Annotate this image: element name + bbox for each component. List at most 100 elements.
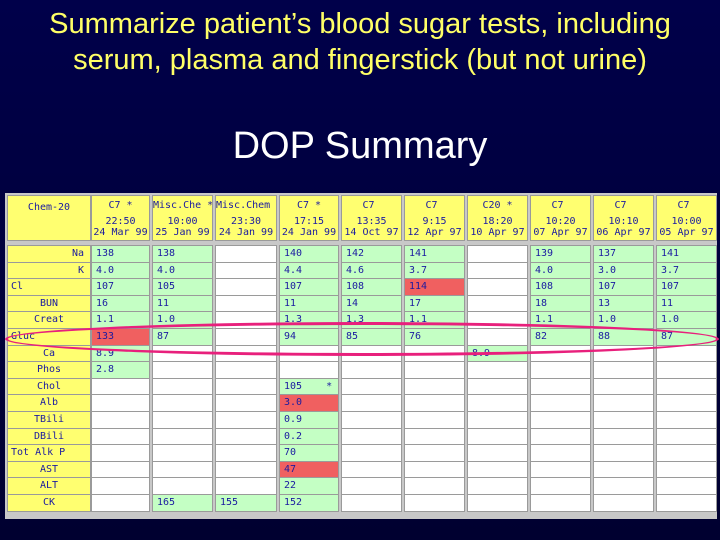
result-cell[interactable]: 107 (279, 278, 339, 296)
result-cell[interactable] (593, 394, 654, 412)
column-header[interactable]: C7 13:35 14 Oct 97 (341, 195, 402, 241)
result-cell[interactable] (467, 477, 528, 495)
result-cell[interactable]: 155 (215, 494, 277, 512)
result-cell[interactable]: 87 (656, 328, 717, 346)
column-header[interactable]: C7 10:10 06 Apr 97 (593, 195, 654, 241)
result-cell[interactable] (91, 477, 150, 495)
result-cell[interactable]: 3.0 (279, 394, 339, 412)
result-cell[interactable] (656, 394, 717, 412)
column-header[interactable]: Misc.Che * 10:00 25 Jan 99 (152, 195, 213, 241)
result-cell[interactable] (341, 394, 402, 412)
result-cell[interactable] (215, 278, 277, 296)
result-cell[interactable]: 22 (279, 477, 339, 495)
result-cell[interactable]: 2.8 (91, 361, 150, 379)
result-cell[interactable] (341, 444, 402, 462)
result-cell[interactable] (656, 477, 717, 495)
result-cell[interactable]: 1.3 (341, 311, 402, 329)
result-cell[interactable] (215, 411, 277, 429)
result-cell[interactable] (593, 494, 654, 512)
result-cell[interactable]: 76 (404, 328, 465, 346)
result-cell[interactable] (656, 494, 717, 512)
result-cell[interactable] (152, 477, 213, 495)
result-cell[interactable] (593, 361, 654, 379)
result-cell[interactable]: 141 (656, 245, 717, 263)
result-cell[interactable]: 0.9 (279, 411, 339, 429)
result-cell[interactable] (530, 444, 591, 462)
result-cell[interactable] (593, 444, 654, 462)
result-cell[interactable] (530, 394, 591, 412)
result-cell[interactable] (215, 328, 277, 346)
result-cell[interactable] (279, 361, 339, 379)
result-cell[interactable] (404, 444, 465, 462)
result-cell[interactable]: 107 (91, 278, 150, 296)
result-cell[interactable] (593, 411, 654, 429)
result-cell[interactable] (152, 361, 213, 379)
result-cell[interactable] (593, 477, 654, 495)
result-cell[interactable]: 94 (279, 328, 339, 346)
result-cell[interactable]: 87 (152, 328, 213, 346)
result-cell[interactable] (656, 361, 717, 379)
result-cell[interactable] (404, 477, 465, 495)
column-header[interactable]: C7 9:15 12 Apr 97 (404, 195, 465, 241)
result-cell[interactable] (656, 411, 717, 429)
result-cell[interactable] (404, 411, 465, 429)
column-header[interactable]: Misc.Chem 23:30 24 Jan 99 (215, 195, 277, 241)
result-cell[interactable] (91, 444, 150, 462)
result-cell[interactable] (404, 394, 465, 412)
result-cell[interactable]: 1.1 (91, 311, 150, 329)
result-cell[interactable]: 108 (341, 278, 402, 296)
result-cell[interactable]: 140 (279, 245, 339, 263)
result-cell[interactable]: 1.0 (152, 311, 213, 329)
result-cell[interactable]: 82 (530, 328, 591, 346)
result-cell[interactable]: 1.1 (530, 311, 591, 329)
result-cell[interactable] (152, 394, 213, 412)
result-cell[interactable] (467, 328, 528, 346)
result-cell[interactable]: 108 (530, 278, 591, 296)
result-cell[interactable] (215, 245, 277, 263)
result-cell[interactable]: 138 (152, 245, 213, 263)
result-cell[interactable] (341, 411, 402, 429)
result-cell[interactable]: 70 (279, 444, 339, 462)
result-cell[interactable]: 1.0 (656, 311, 717, 329)
result-cell[interactable] (530, 361, 591, 379)
column-header[interactable]: C7 10:00 05 Apr 97 (656, 195, 717, 241)
result-cell[interactable]: 1.3 (279, 311, 339, 329)
result-cell[interactable] (467, 444, 528, 462)
result-cell[interactable] (530, 477, 591, 495)
result-cell[interactable] (215, 361, 277, 379)
result-cell[interactable] (467, 494, 528, 512)
result-cell[interactable]: 107 (656, 278, 717, 296)
result-cell[interactable]: 4.0 (91, 262, 150, 280)
result-cell[interactable] (152, 411, 213, 429)
result-cell[interactable] (341, 494, 402, 512)
result-cell[interactable] (215, 477, 277, 495)
result-cell[interactable]: 88 (593, 328, 654, 346)
result-cell[interactable]: 138 (91, 245, 150, 263)
result-cell[interactable]: 4.0 (152, 262, 213, 280)
result-cell[interactable] (215, 444, 277, 462)
result-cell[interactable] (91, 494, 150, 512)
result-cell[interactable]: 141 (404, 245, 465, 263)
result-cell[interactable]: 137 (593, 245, 654, 263)
result-cell[interactable]: 133 (91, 328, 150, 346)
result-cell[interactable]: 1.0 (593, 311, 654, 329)
result-cell[interactable] (530, 494, 591, 512)
result-cell[interactable] (341, 361, 402, 379)
result-cell[interactable] (341, 477, 402, 495)
result-cell[interactable]: 1.1 (404, 311, 465, 329)
result-cell[interactable]: 142 (341, 245, 402, 263)
result-cell[interactable] (467, 278, 528, 296)
result-cell[interactable] (467, 245, 528, 263)
result-cell[interactable] (467, 311, 528, 329)
column-header[interactable]: C7 10:20 07 Apr 97 (530, 195, 591, 241)
result-cell[interactable]: 85 (341, 328, 402, 346)
result-cell[interactable]: 114 (404, 278, 465, 296)
result-cell[interactable]: 165 (152, 494, 213, 512)
column-header[interactable]: C20 * 18:20 10 Apr 97 (467, 195, 528, 241)
result-cell[interactable] (467, 361, 528, 379)
result-cell[interactable] (152, 444, 213, 462)
result-cell[interactable] (215, 394, 277, 412)
result-cell[interactable] (656, 444, 717, 462)
result-cell[interactable]: 105 (152, 278, 213, 296)
result-cell[interactable] (91, 394, 150, 412)
